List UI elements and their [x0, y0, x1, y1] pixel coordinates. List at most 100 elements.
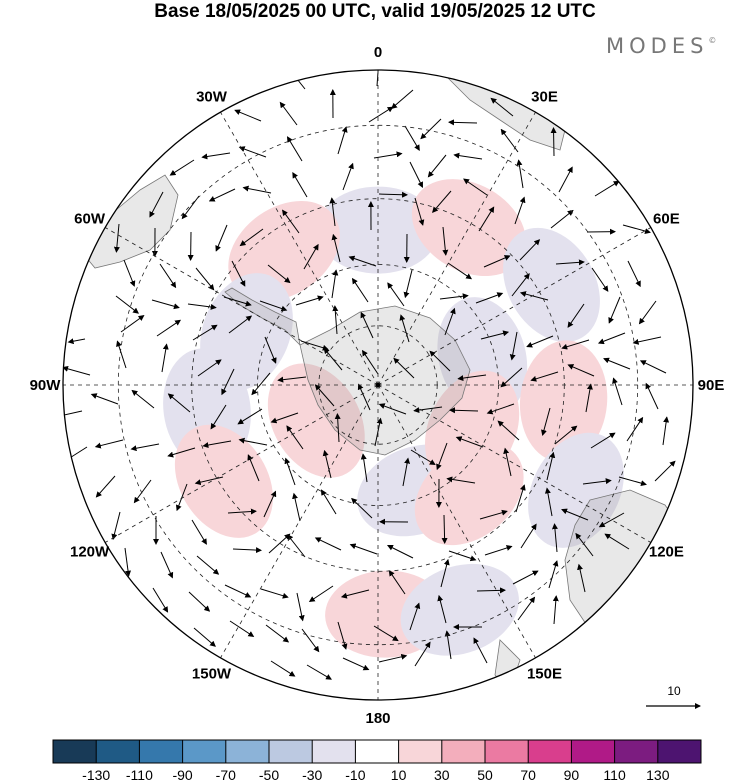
wind-arrow [500, 367, 523, 388]
wind-arrow [263, 490, 277, 518]
colorbar-tick-label: 50 [477, 767, 493, 783]
wind-arrow [444, 630, 452, 660]
wind-arrow [357, 383, 371, 411]
wind-arrow [594, 180, 620, 197]
wind-arrow [519, 239, 541, 261]
wind-arrow [202, 440, 232, 448]
colorbar-swatch [614, 740, 659, 763]
longitude-label: 0 [374, 44, 382, 61]
wind-arrow [237, 408, 263, 425]
wind-arrow [420, 118, 442, 140]
longitude-label: 90W [30, 377, 62, 394]
wind-arrow [437, 594, 447, 624]
wind-arrow [342, 657, 370, 671]
wind-arrow [373, 151, 403, 159]
wind-arrow [378, 191, 408, 198]
wind-arrow [340, 589, 370, 599]
wind-arrow [292, 492, 301, 522]
colorbar-frame [52, 739, 702, 764]
wind-arrow [618, 476, 647, 487]
wind-arrow [654, 460, 676, 482]
wind-arrow [567, 364, 595, 377]
wind-arrow [448, 119, 478, 126]
copyright-mark: © [708, 36, 717, 45]
wind-arrow [550, 209, 574, 229]
wind-arrow [120, 315, 145, 333]
wind-arrow [234, 109, 262, 122]
wind-arrow [497, 420, 520, 441]
wind-arrow [238, 146, 267, 158]
anomaly-contour [528, 432, 624, 548]
wind-arrow [223, 296, 252, 307]
wind-arrow [113, 223, 120, 253]
wind-arrow [388, 569, 406, 595]
wind-arrow [111, 511, 121, 541]
colorbar-tick-label: 70 [520, 767, 536, 783]
longitude-label: 30E [531, 89, 558, 106]
wind-arrow [329, 197, 336, 227]
wind-arrow [590, 432, 616, 449]
wind-arrow [284, 457, 296, 486]
anomaly-contour [425, 370, 520, 488]
wind-arrow [242, 185, 272, 194]
colorbar-tick-label: 110 [603, 767, 626, 783]
colorbar-tick-label: 10 [390, 767, 407, 783]
wind-arrow [439, 293, 469, 300]
wind-arrow [221, 368, 235, 396]
wind-arrow [123, 259, 136, 287]
wind-arrow [475, 292, 504, 304]
wind-arrow [484, 545, 513, 556]
wind-arrow [483, 255, 511, 268]
colorbar-swatch [139, 740, 183, 763]
colorbar-tick-label: -50 [258, 767, 280, 783]
wind-arrow [360, 311, 374, 339]
wind-arrow [160, 551, 174, 579]
wind-arrow [332, 305, 339, 335]
wind-arrow [192, 324, 218, 341]
wind-arrow [303, 243, 319, 270]
wind-arrow [320, 489, 337, 515]
longitude-label: 180 [365, 710, 390, 727]
wind-arrow [197, 359, 222, 377]
wind-arrow [351, 277, 369, 303]
anomaly-contour [174, 424, 273, 538]
longitude-label: 60W [74, 211, 106, 228]
wind-arrow [410, 449, 436, 466]
wind-arrow [552, 595, 559, 625]
wind-arrow [432, 190, 452, 213]
wind-arrow [598, 512, 625, 528]
wind-arrow [115, 295, 139, 314]
wind-arrow [555, 259, 585, 266]
wind-arrow [124, 547, 132, 577]
wind-arrow [612, 377, 623, 406]
wind-arrow [227, 508, 257, 515]
wind-arrow [247, 454, 260, 482]
wind-arrow [152, 587, 169, 613]
longitude-label: 120E [649, 544, 684, 561]
wind-arrow [300, 340, 329, 351]
wind-arrow [231, 260, 246, 287]
wind-arrow [632, 336, 662, 345]
wind-arrow [448, 550, 477, 562]
wind-arrow [260, 588, 289, 599]
colorbar-tick-label: -70 [215, 767, 236, 783]
wind-arrow [548, 560, 559, 589]
longitude-label: 120W [70, 544, 110, 561]
wind-arrow [149, 191, 164, 218]
wind-arrow [413, 406, 443, 414]
wind-arrow [453, 152, 483, 160]
graticule [63, 70, 693, 700]
wind-arrow [360, 453, 368, 483]
wind-arrow [195, 267, 215, 291]
wind-arrow [279, 101, 298, 126]
anomaly-blob [425, 370, 520, 488]
wind-arrow [645, 382, 659, 410]
colorbar-swatch [53, 740, 97, 763]
wind-arrow [368, 106, 394, 123]
wind-arrow [440, 558, 450, 588]
wind-arrow [264, 336, 277, 364]
wind-arrow [480, 330, 510, 340]
wind-arrow [259, 300, 288, 312]
map-border [62, 69, 694, 701]
